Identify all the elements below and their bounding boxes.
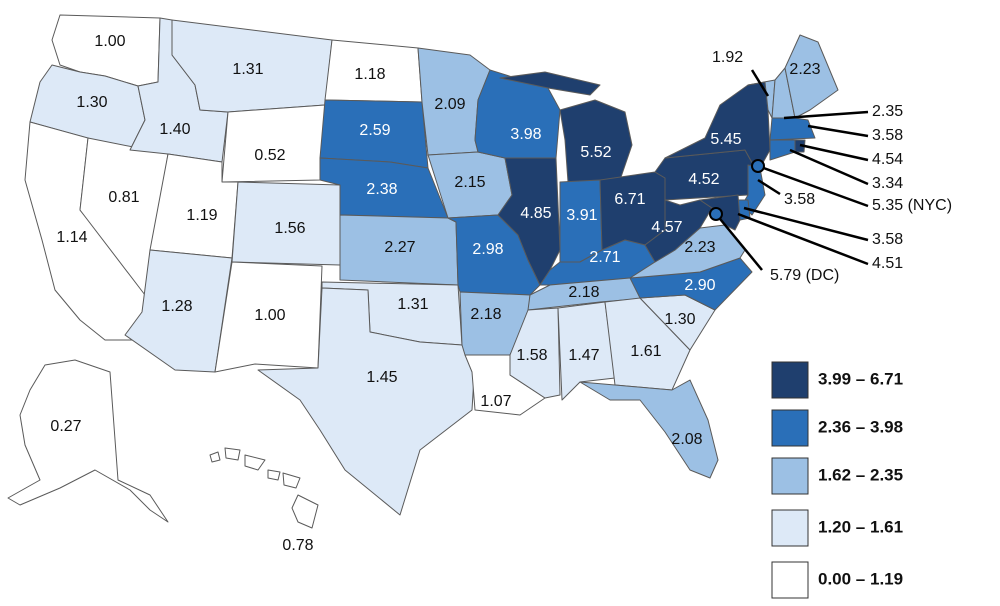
state-label-id: 1.40 <box>159 121 190 138</box>
state-ga <box>604 297 691 391</box>
state-label-ia: 2.15 <box>454 174 485 191</box>
legend-label-4: 1.20 – 1.61 <box>818 517 903 536</box>
state-label-mi: 5.52 <box>580 144 611 161</box>
state-ma <box>769 117 816 141</box>
state-label-hi: 0.78 <box>282 537 313 554</box>
callout-label-nh: 2.35 <box>872 103 903 120</box>
nyc-marker <box>751 159 765 173</box>
state-label-va: 2.23 <box>684 239 715 256</box>
state-nm <box>214 261 323 373</box>
state-label-tn: 2.18 <box>568 284 599 301</box>
state-label-il: 4.85 <box>520 205 551 222</box>
legend-label-3: 1.62 – 2.35 <box>818 465 903 484</box>
state-vt <box>747 79 776 119</box>
callout-label-ri: 4.54 <box>872 151 903 168</box>
callout-line-de <box>743 206 869 242</box>
state-label-oh: 6.71 <box>614 191 645 208</box>
callout-label-nyc: 5.35 (NYC) <box>872 197 952 214</box>
callout-line-nj <box>757 178 781 196</box>
state-label-ut: 1.19 <box>186 207 217 224</box>
callout-label-md: 4.51 <box>872 255 903 272</box>
state-ak <box>7 359 169 523</box>
state-label-az: 1.28 <box>161 298 192 315</box>
state-label-al: 1.47 <box>568 347 599 364</box>
legend-label-2: 2.36 – 3.98 <box>818 417 903 436</box>
callout-label-nj: 3.58 <box>784 191 815 208</box>
state-label-mt: 1.31 <box>232 61 263 78</box>
callout-label-ct: 3.34 <box>872 175 903 192</box>
state-label-ar: 2.18 <box>470 306 501 323</box>
state-label-ak: 0.27 <box>50 418 81 435</box>
state-hi <box>209 447 319 529</box>
legend-label-5: 0.00 – 1.19 <box>818 569 903 588</box>
state-label-ny: 5.45 <box>710 131 741 148</box>
state-mi-up <box>499 71 601 96</box>
legend-swatch-5 <box>771 561 809 599</box>
state-label-co: 1.56 <box>274 220 305 237</box>
state-al <box>557 301 616 401</box>
state-label-ne: 2.38 <box>366 181 397 198</box>
state-label-sd: 2.59 <box>359 122 390 139</box>
legend: 3.99 – 6.71 2.36 – 3.98 1.62 – 2.35 1.20… <box>771 361 903 599</box>
callout-line-nyc <box>757 164 869 208</box>
state-label-wa: 1.00 <box>94 33 125 50</box>
state-label-mn: 2.09 <box>434 96 465 113</box>
state-label-nm: 1.00 <box>254 307 285 324</box>
state-label-ky: 2.71 <box>589 249 620 266</box>
state-label-or: 1.30 <box>76 94 107 111</box>
legend-swatch-1 <box>771 361 809 399</box>
legend-swatch-4 <box>771 509 809 547</box>
callout-line-dc <box>715 213 763 271</box>
state-label-fl: 2.08 <box>671 431 702 448</box>
state-label-nd: 1.18 <box>354 66 385 83</box>
state-label-me: 2.23 <box>789 61 820 78</box>
state-label-mo: 2.98 <box>472 241 503 258</box>
callout-line-md <box>737 212 869 266</box>
state-label-la: 1.07 <box>480 393 511 410</box>
state-label-ok: 1.31 <box>397 296 428 313</box>
state-labels: 1.00 1.30 1.14 0.81 1.40 1.31 0.52 1.19 1.56 1.28… <box>50 33 820 554</box>
state-label-tx: 1.45 <box>366 369 397 386</box>
state-label-wv: 4.57 <box>651 219 682 236</box>
state-label-pa: 4.52 <box>688 171 719 188</box>
legend-label-1: 3.99 – 6.71 <box>818 369 903 388</box>
callout-line-vt <box>750 69 770 97</box>
state-label-ks: 2.27 <box>384 239 415 256</box>
callouts: 1.92 2.35 3.58 4.54 3.34 5.35 (NYC) 3.58… <box>709 49 952 284</box>
state-label-ga: 1.61 <box>630 343 661 360</box>
dc-marker <box>709 207 723 221</box>
state-label-nc: 2.90 <box>684 277 715 294</box>
state-tx <box>257 287 476 516</box>
state-label-wy: 0.52 <box>254 147 285 164</box>
legend-swatch-3 <box>771 457 809 495</box>
state-wy <box>221 104 326 183</box>
callout-label-ma: 3.58 <box>872 127 903 144</box>
callout-line-ct <box>789 148 869 186</box>
callout-line-nh <box>783 110 869 120</box>
state-fl <box>579 379 719 479</box>
legend-swatch-2 <box>771 409 809 447</box>
state-label-ca: 1.14 <box>56 229 87 246</box>
state-mi <box>559 99 633 183</box>
callout-label-vt: 1.92 <box>712 49 743 66</box>
state-label-wi: 3.98 <box>510 126 541 143</box>
callout-line-ma <box>807 124 869 138</box>
state-il <box>497 157 561 286</box>
state-label-nv: 0.81 <box>108 189 139 206</box>
state-label-sc: 1.30 <box>664 311 695 328</box>
state-az <box>124 249 233 373</box>
callout-label-dc: 5.79 (DC) <box>770 267 839 284</box>
callout-label-de: 3.58 <box>872 231 903 248</box>
state-label-in: 3.91 <box>566 207 597 224</box>
state-label-ms: 1.58 <box>516 347 547 364</box>
callout-line-ri <box>799 143 869 162</box>
